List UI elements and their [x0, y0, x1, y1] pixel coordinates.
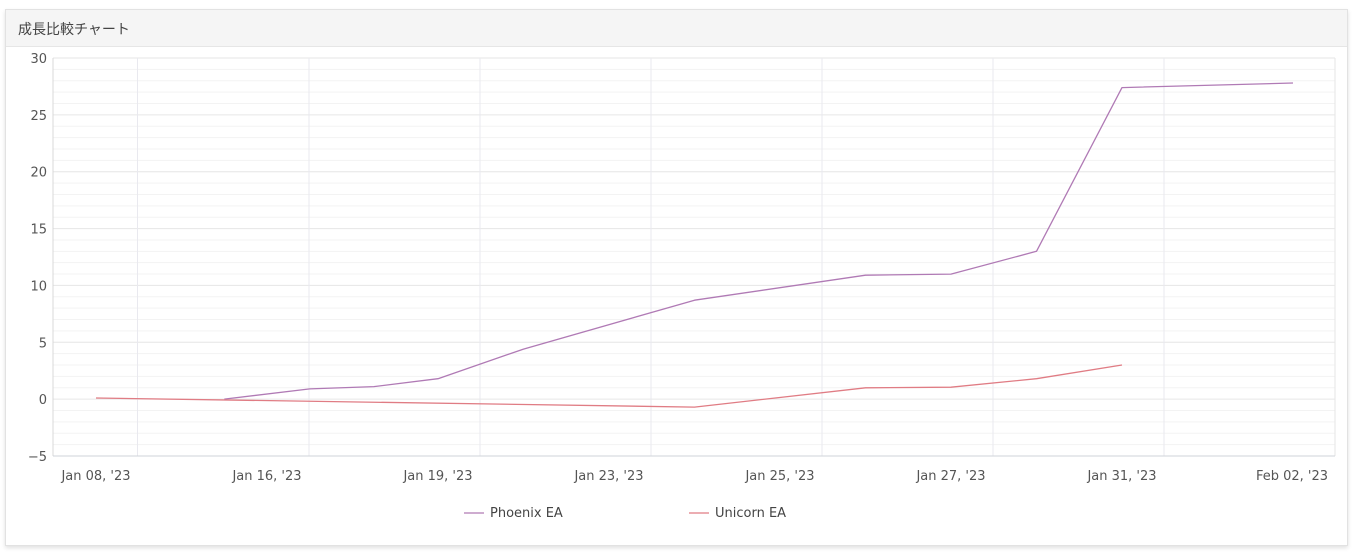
legend-item[interactable]: Unicorn EA [689, 506, 786, 521]
panel-header: 成長比較チャート [6, 10, 1347, 47]
x-tick-label: Jan 31, '23 [1086, 469, 1156, 484]
y-tick-label: 0 [39, 393, 47, 408]
x-axis-ticks: Jan 08, '23 Jan 16, '23 Jan 19, '23 Jan 23,… [60, 469, 1328, 484]
axes [52, 58, 1336, 457]
x-tick-label: Jan 08, '23 [60, 469, 130, 484]
legend-item[interactable]: Phoenix EA [464, 506, 563, 521]
legend[interactable]: Phoenix EA Unicorn EA [464, 506, 786, 521]
series-line-unicorn-ea [95, 364, 1123, 408]
series-line-phoenix-ea [224, 82, 1294, 400]
series-lines [95, 82, 1294, 408]
legend-label: Phoenix EA [490, 506, 563, 521]
minor-gridlines [53, 68, 1335, 446]
y-axis-ticks: 30 25 20 15 10 5 0 −5 [28, 52, 47, 465]
y-tick-label: 25 [30, 109, 47, 124]
legend-label: Unicorn EA [715, 506, 786, 521]
y-tick-label: 10 [30, 279, 47, 294]
y-tick-label: 30 [30, 52, 47, 67]
y-tick-label: 5 [39, 336, 47, 351]
y-tick-label: 15 [30, 223, 47, 238]
x-tick-label: Feb 02, '23 [1256, 469, 1328, 484]
panel-title: 成長比較チャート [18, 22, 130, 38]
x-tick-label: Jan 23, '23 [573, 469, 643, 484]
y-tick-label: 20 [30, 166, 47, 181]
x-tick-label: Jan 25, '23 [744, 469, 814, 484]
x-tick-label: Jan 27, '23 [915, 469, 985, 484]
x-tick-label: Jan 19, '23 [402, 469, 472, 484]
y-tick-label: −5 [28, 450, 47, 465]
x-tick-label: Jan 16, '23 [231, 469, 301, 484]
